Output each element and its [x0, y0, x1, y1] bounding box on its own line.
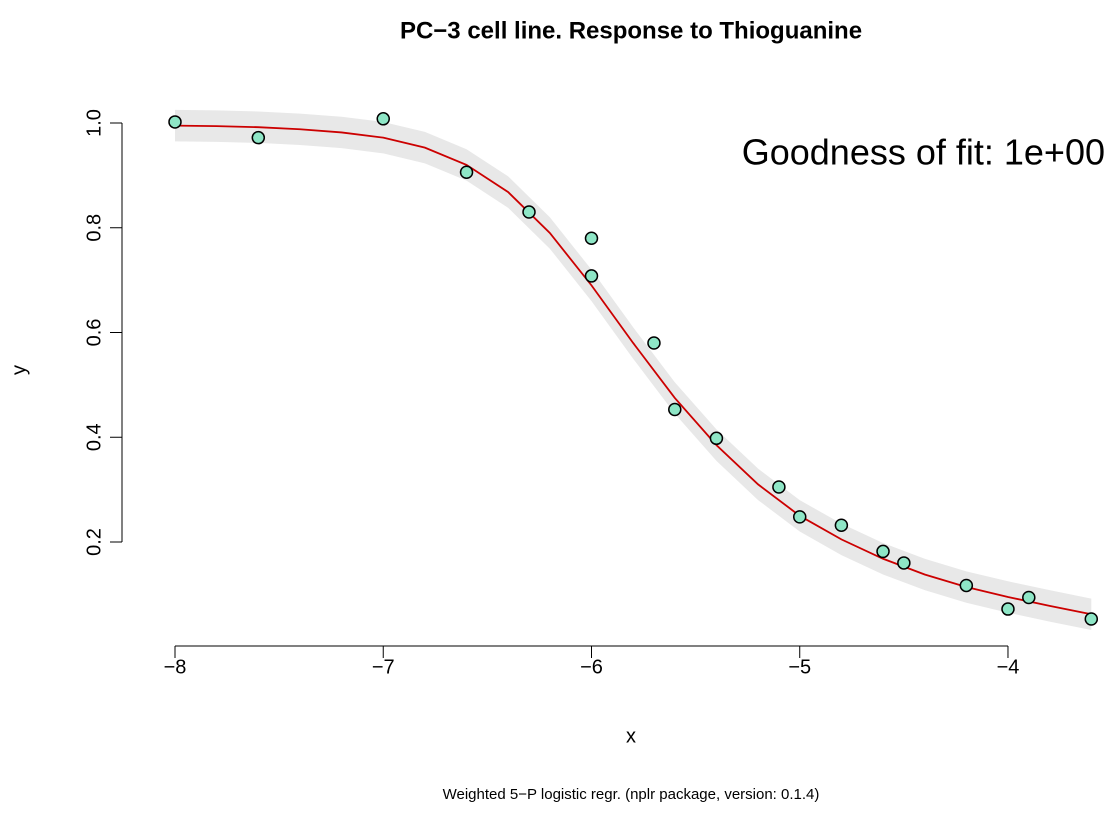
data-point — [668, 402, 682, 417]
data-point — [584, 269, 599, 283]
y-tick-label: 1.0 — [83, 109, 105, 137]
data-point — [647, 336, 661, 350]
x-tick-label: −8 — [164, 656, 187, 678]
y-tick-label: 0.4 — [83, 423, 105, 451]
caption: Weighted 5−P logistic regr. (nplr packag… — [443, 786, 820, 803]
data-point — [584, 231, 599, 245]
y-tick-label: 0.2 — [83, 528, 105, 556]
x-tick-label: −7 — [372, 656, 395, 678]
data-point — [1084, 612, 1099, 626]
data-point — [772, 480, 786, 494]
x-tick-label: −4 — [997, 656, 1020, 678]
x-tick-label: −5 — [788, 656, 811, 678]
data-point — [959, 578, 974, 593]
data-point — [1022, 590, 1036, 605]
annotation: Goodness of fit: 1e+00 — [742, 132, 1105, 173]
y-axis-label: y — [8, 365, 30, 375]
data-point — [1001, 602, 1015, 616]
data-point — [168, 115, 182, 129]
data-point — [897, 556, 911, 570]
y-tick-label: 0.6 — [83, 319, 105, 347]
y-tick-label: 0.8 — [83, 214, 105, 242]
data-point — [834, 518, 849, 532]
data-point — [876, 544, 890, 559]
data-point — [792, 510, 807, 524]
chart-title: PC−3 cell line. Response to Thioguanine — [400, 17, 862, 44]
fit-curve — [174, 124, 1092, 616]
data-point — [376, 112, 390, 126]
data-point — [709, 431, 724, 446]
confidence-band — [174, 109, 1092, 630]
x-axis-label: x — [626, 725, 636, 747]
x-tick-label: −6 — [580, 656, 603, 678]
data-point — [251, 130, 266, 145]
data-point — [522, 205, 536, 219]
data-point — [459, 165, 474, 179]
